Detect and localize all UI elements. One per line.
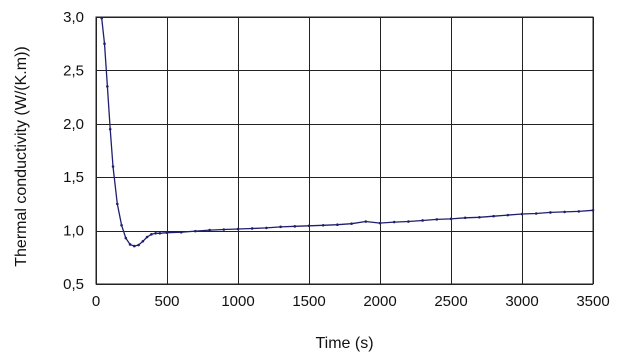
y-tick-label: 1,0 xyxy=(63,223,84,240)
series-point xyxy=(236,227,240,231)
series-point xyxy=(133,244,136,248)
series-point xyxy=(108,127,112,131)
x-tick-label: 3000 xyxy=(505,293,538,310)
series-point xyxy=(100,16,103,20)
series-point xyxy=(321,223,325,227)
series-point xyxy=(120,223,123,227)
series-point xyxy=(492,214,495,218)
series-point xyxy=(435,218,439,221)
series-point xyxy=(128,243,132,246)
series-point xyxy=(150,233,153,236)
series-point xyxy=(103,42,106,45)
series-point xyxy=(279,225,282,229)
series-point xyxy=(421,219,424,222)
series-point xyxy=(137,243,140,247)
grid xyxy=(96,17,594,285)
series-point xyxy=(478,215,481,219)
x-tick-label: 500 xyxy=(154,293,179,310)
y-axis-title: Thermal conductivity (W/(K.m)) xyxy=(13,46,30,266)
series-point xyxy=(250,227,254,230)
series-point xyxy=(307,224,311,228)
series-point xyxy=(158,231,162,235)
series-point xyxy=(141,239,145,243)
series-point xyxy=(378,221,382,225)
series-point xyxy=(124,236,128,240)
series-point xyxy=(364,220,368,223)
series-point xyxy=(449,217,453,221)
series-point xyxy=(563,210,566,214)
x-tick-label: 1500 xyxy=(292,293,325,310)
x-tick-labels: 0 500 1000 1500 2000 2500 3000 3500 xyxy=(92,293,610,310)
series-group xyxy=(100,16,595,248)
series-point xyxy=(591,209,595,212)
series-point xyxy=(520,212,524,216)
series-point xyxy=(165,231,169,235)
series-point xyxy=(154,231,157,235)
series-point xyxy=(116,202,119,206)
x-tick-label: 2500 xyxy=(434,293,467,310)
series-point xyxy=(208,228,211,232)
series-point xyxy=(179,230,183,234)
series-point xyxy=(534,212,538,215)
series-point xyxy=(106,85,109,88)
series-point xyxy=(392,220,396,224)
series-point xyxy=(222,228,226,231)
y-tick-label: 1,5 xyxy=(63,169,84,186)
series-line xyxy=(101,17,594,247)
series-point xyxy=(111,165,115,168)
series-point xyxy=(145,235,149,239)
y-tick-label: 0,5 xyxy=(63,276,84,293)
x-tick-label: 0 xyxy=(92,293,100,310)
x-tick-label: 1000 xyxy=(221,293,254,310)
series-point xyxy=(577,210,581,213)
series-point xyxy=(336,223,339,227)
y-tick-label: 3,0 xyxy=(63,9,84,26)
y-tick-label: 2,5 xyxy=(63,62,84,79)
series-point xyxy=(506,213,510,217)
series-point xyxy=(265,226,268,230)
y-tick-label: 2,0 xyxy=(63,116,84,133)
series-point xyxy=(549,211,552,214)
series-point xyxy=(194,229,197,233)
x-axis-title: Time (s) xyxy=(315,335,373,352)
x-tick-label: 2000 xyxy=(363,293,396,310)
series-point xyxy=(463,216,467,220)
series-point xyxy=(293,225,297,228)
series-point xyxy=(407,220,410,223)
plot-area-border xyxy=(95,16,594,285)
x-tick-label: 3500 xyxy=(576,293,609,310)
series-point xyxy=(350,222,353,225)
y-tick-labels: 0,5 1,0 1,5 2,0 2,5 3,0 xyxy=(63,9,84,293)
